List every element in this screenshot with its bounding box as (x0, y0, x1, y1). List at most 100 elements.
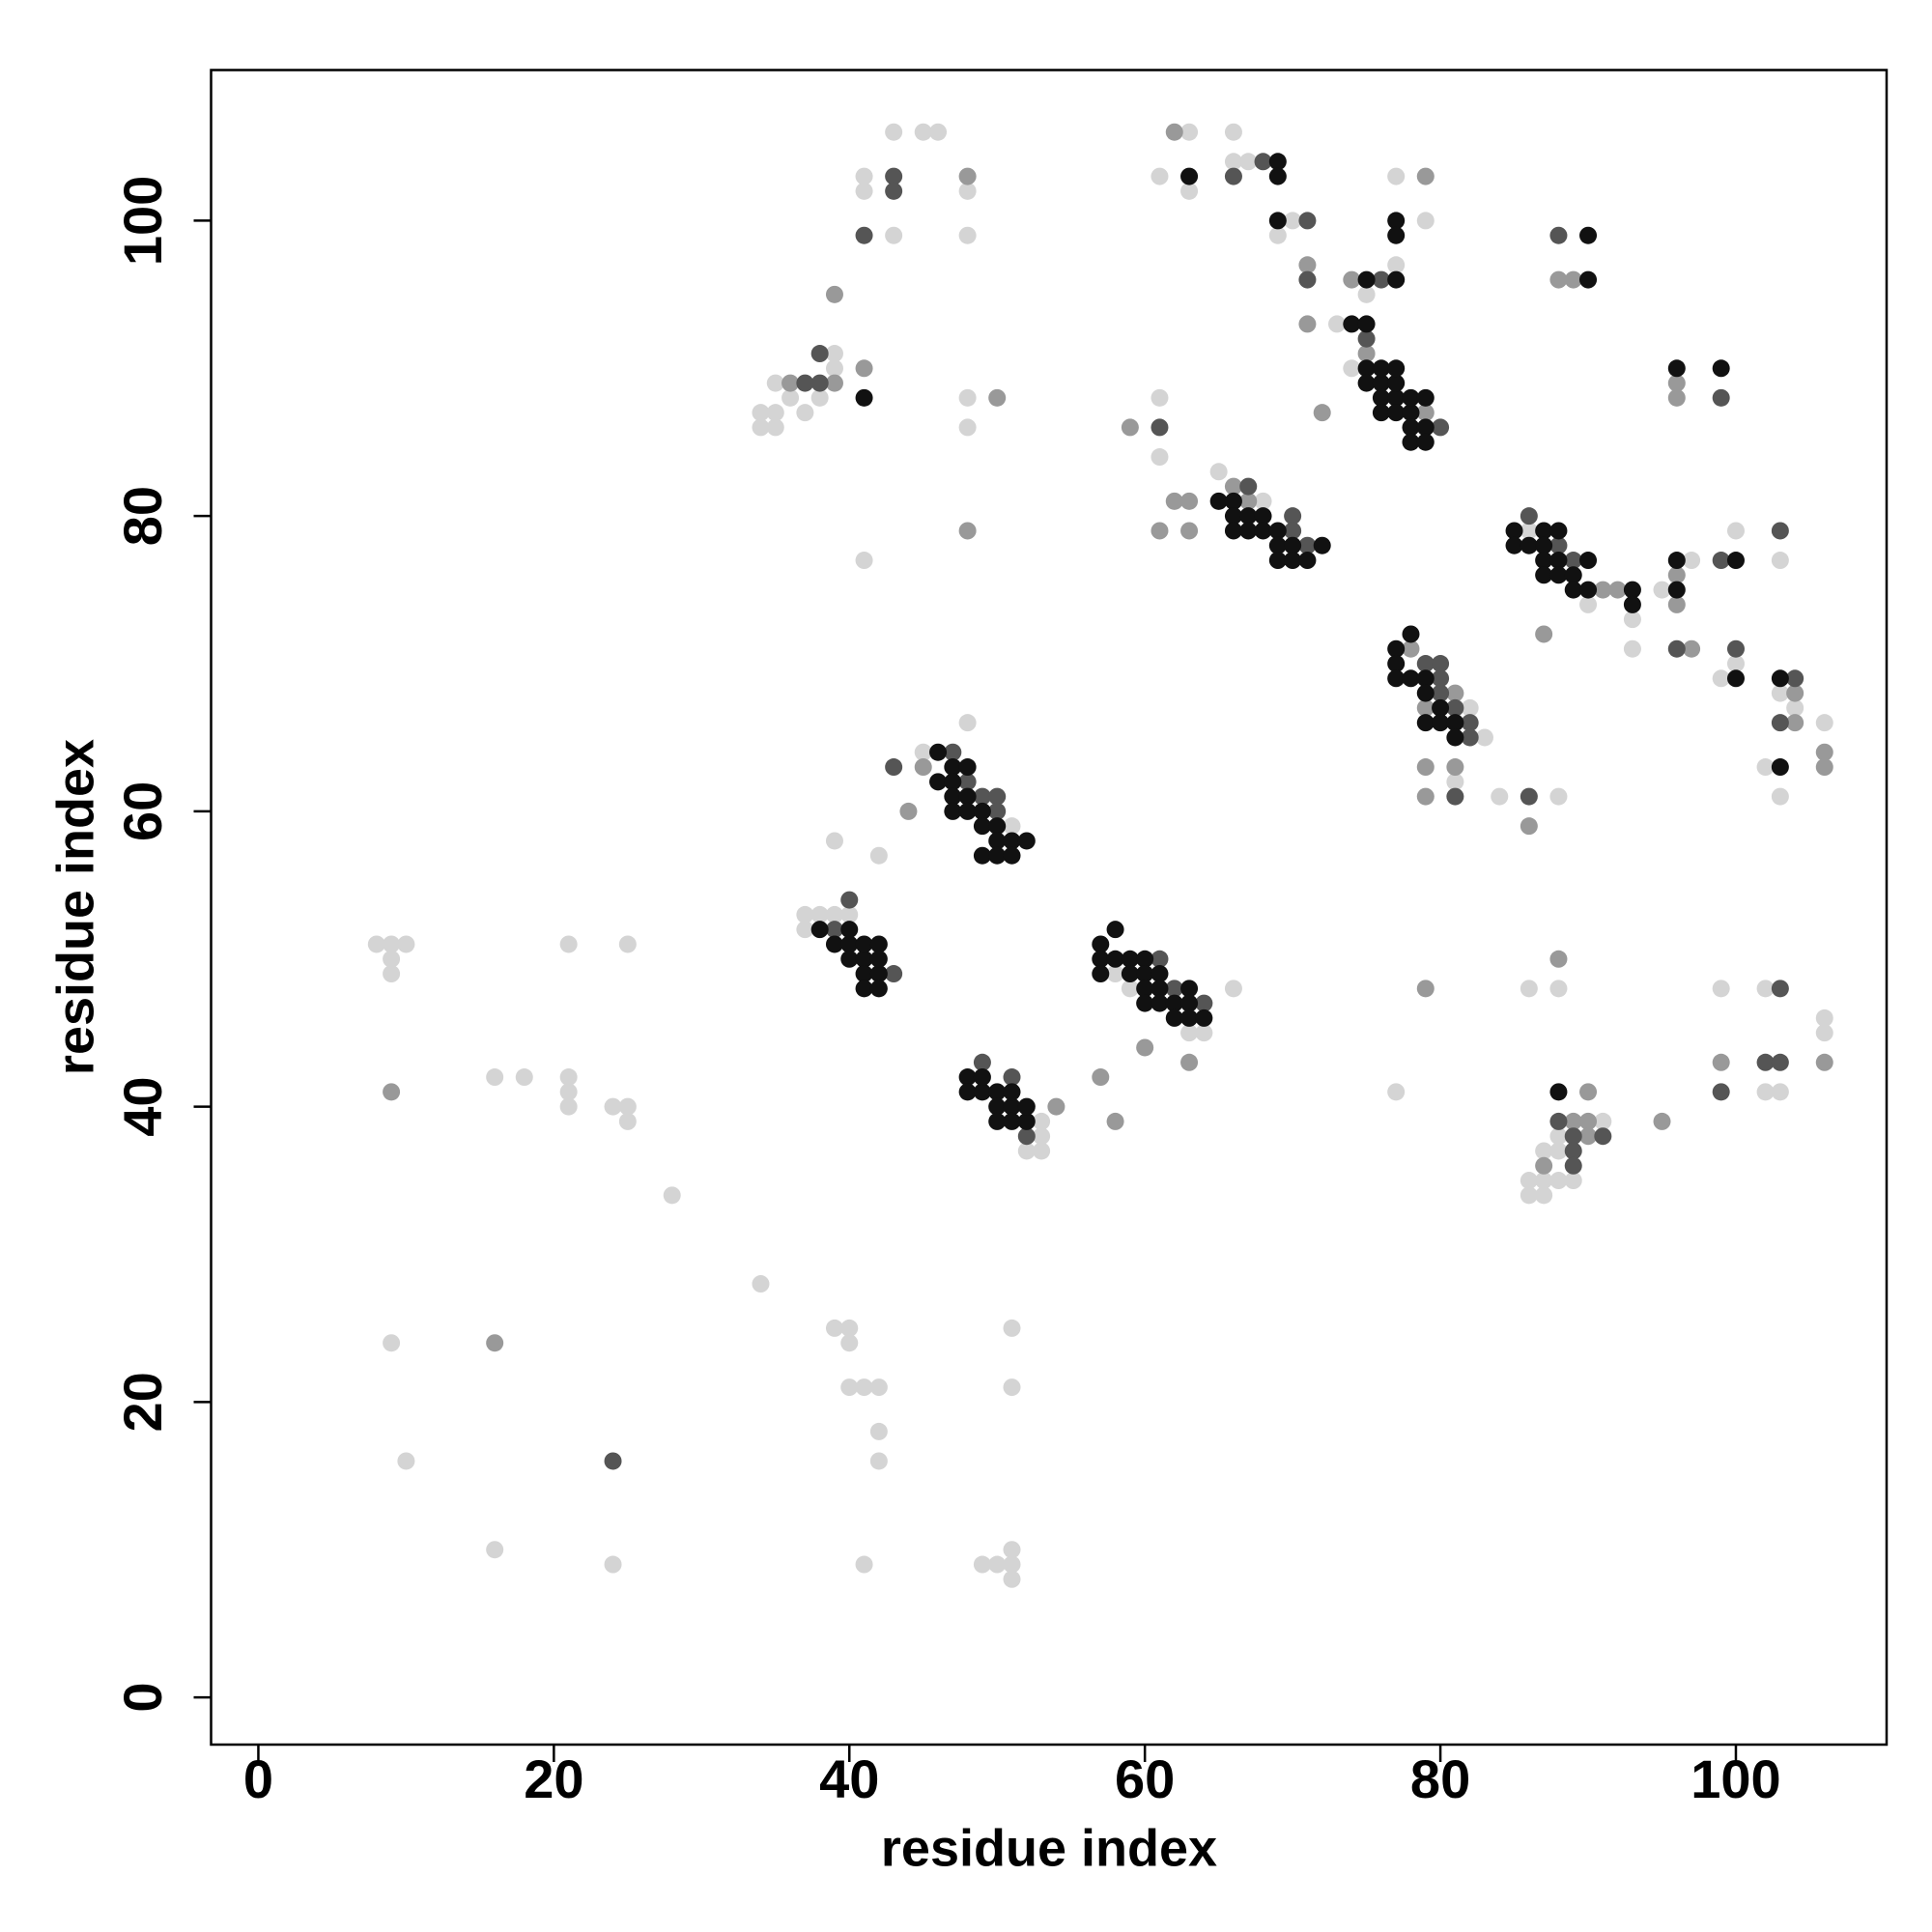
contact-point (1268, 226, 1287, 244)
contact-point (1416, 787, 1435, 806)
contact-point (1224, 123, 1242, 141)
contact-point (855, 950, 873, 968)
contact-point (1491, 787, 1509, 806)
contact-point (367, 935, 385, 953)
contact-point (1564, 1127, 1582, 1146)
contact-point (1667, 359, 1686, 378)
contact-point (1786, 684, 1804, 702)
contact-point (944, 787, 962, 806)
contact-point (752, 418, 770, 437)
contact-point (1653, 1112, 1671, 1130)
contact-point (855, 1555, 873, 1574)
contact-point (958, 1083, 977, 1101)
contact-point (988, 787, 1007, 806)
contact-point (1564, 1142, 1582, 1160)
contact-point (1461, 698, 1479, 717)
contact-point (1756, 1053, 1775, 1071)
contact-point (1151, 448, 1169, 467)
contact-point (869, 1422, 888, 1440)
contact-point (1017, 1142, 1036, 1160)
contact-point (958, 182, 977, 200)
contact-point (855, 388, 873, 407)
contact-point (1106, 965, 1124, 983)
contact-point (973, 817, 991, 836)
contact-point (752, 1275, 770, 1293)
contact-point (1815, 714, 1833, 732)
contact-point (1505, 536, 1523, 554)
contact-point (1387, 226, 1406, 244)
contact-point (973, 846, 991, 865)
contact-point (1284, 507, 1302, 526)
contact-point (1121, 980, 1139, 998)
contact-point (1268, 212, 1287, 230)
contact-point (1549, 1172, 1568, 1190)
contact-point (1815, 1053, 1833, 1071)
contact-point (1298, 270, 1317, 289)
contact-point (1298, 212, 1317, 230)
contact-point (855, 935, 873, 953)
contact-point (1726, 639, 1745, 658)
contact-point (383, 1334, 401, 1352)
contact-point (1003, 1112, 1021, 1130)
contact-point (825, 359, 843, 378)
contact-point (1136, 965, 1154, 983)
contact-point (1343, 315, 1361, 333)
contact-point (1416, 758, 1435, 777)
contact-point (825, 285, 843, 303)
contact-point (840, 950, 859, 968)
contact-point (1520, 522, 1538, 540)
y-axis-title: residue index (46, 739, 104, 1075)
contact-point (1771, 522, 1789, 540)
contact-point (1106, 921, 1124, 939)
contact-point (1712, 669, 1730, 688)
contact-point (1402, 639, 1420, 658)
contact-point (855, 226, 873, 244)
contact-point (1092, 935, 1110, 953)
contact-point (1579, 552, 1598, 570)
contact-point (796, 374, 814, 392)
contact-point (1535, 1186, 1553, 1205)
contact-point (958, 1068, 977, 1087)
contact-point (383, 965, 401, 983)
contact-point (1151, 167, 1169, 185)
contact-point (1623, 611, 1641, 629)
contact-point (515, 1068, 533, 1087)
contact-point (810, 345, 829, 363)
contact-point (1357, 270, 1376, 289)
contact-point (1579, 1127, 1598, 1146)
contact-point (914, 758, 932, 777)
contact-point (1003, 832, 1021, 850)
contact-point (1224, 522, 1242, 540)
contact-point (1106, 1112, 1124, 1130)
contact-point (1402, 433, 1420, 451)
contact-point (663, 1186, 681, 1205)
contact-point (825, 1319, 843, 1337)
contact-point (1106, 950, 1124, 968)
contact-point (885, 758, 903, 777)
contact-point (1667, 388, 1686, 407)
contact-point (885, 182, 903, 200)
contact-point (1535, 522, 1553, 540)
contact-point (1402, 669, 1420, 688)
contact-point (855, 167, 873, 185)
contact-point (559, 1068, 578, 1087)
contact-point (1151, 522, 1169, 540)
contact-point (1195, 1009, 1213, 1027)
contact-point (559, 1083, 578, 1101)
contact-point (1549, 980, 1568, 998)
contact-point (1180, 492, 1199, 510)
contact-point (1667, 566, 1686, 584)
contact-point (1579, 581, 1598, 599)
contact-point (885, 965, 903, 983)
contact-point (1357, 345, 1376, 363)
contact-point (1726, 655, 1745, 673)
contact-point (1623, 639, 1641, 658)
contact-point (1254, 522, 1272, 540)
contact-point (1446, 758, 1464, 777)
contact-point (1771, 787, 1789, 806)
contact-point (1579, 595, 1598, 613)
contact-point (1549, 226, 1568, 244)
contact-point (840, 1319, 859, 1337)
contact-point (1594, 581, 1612, 599)
